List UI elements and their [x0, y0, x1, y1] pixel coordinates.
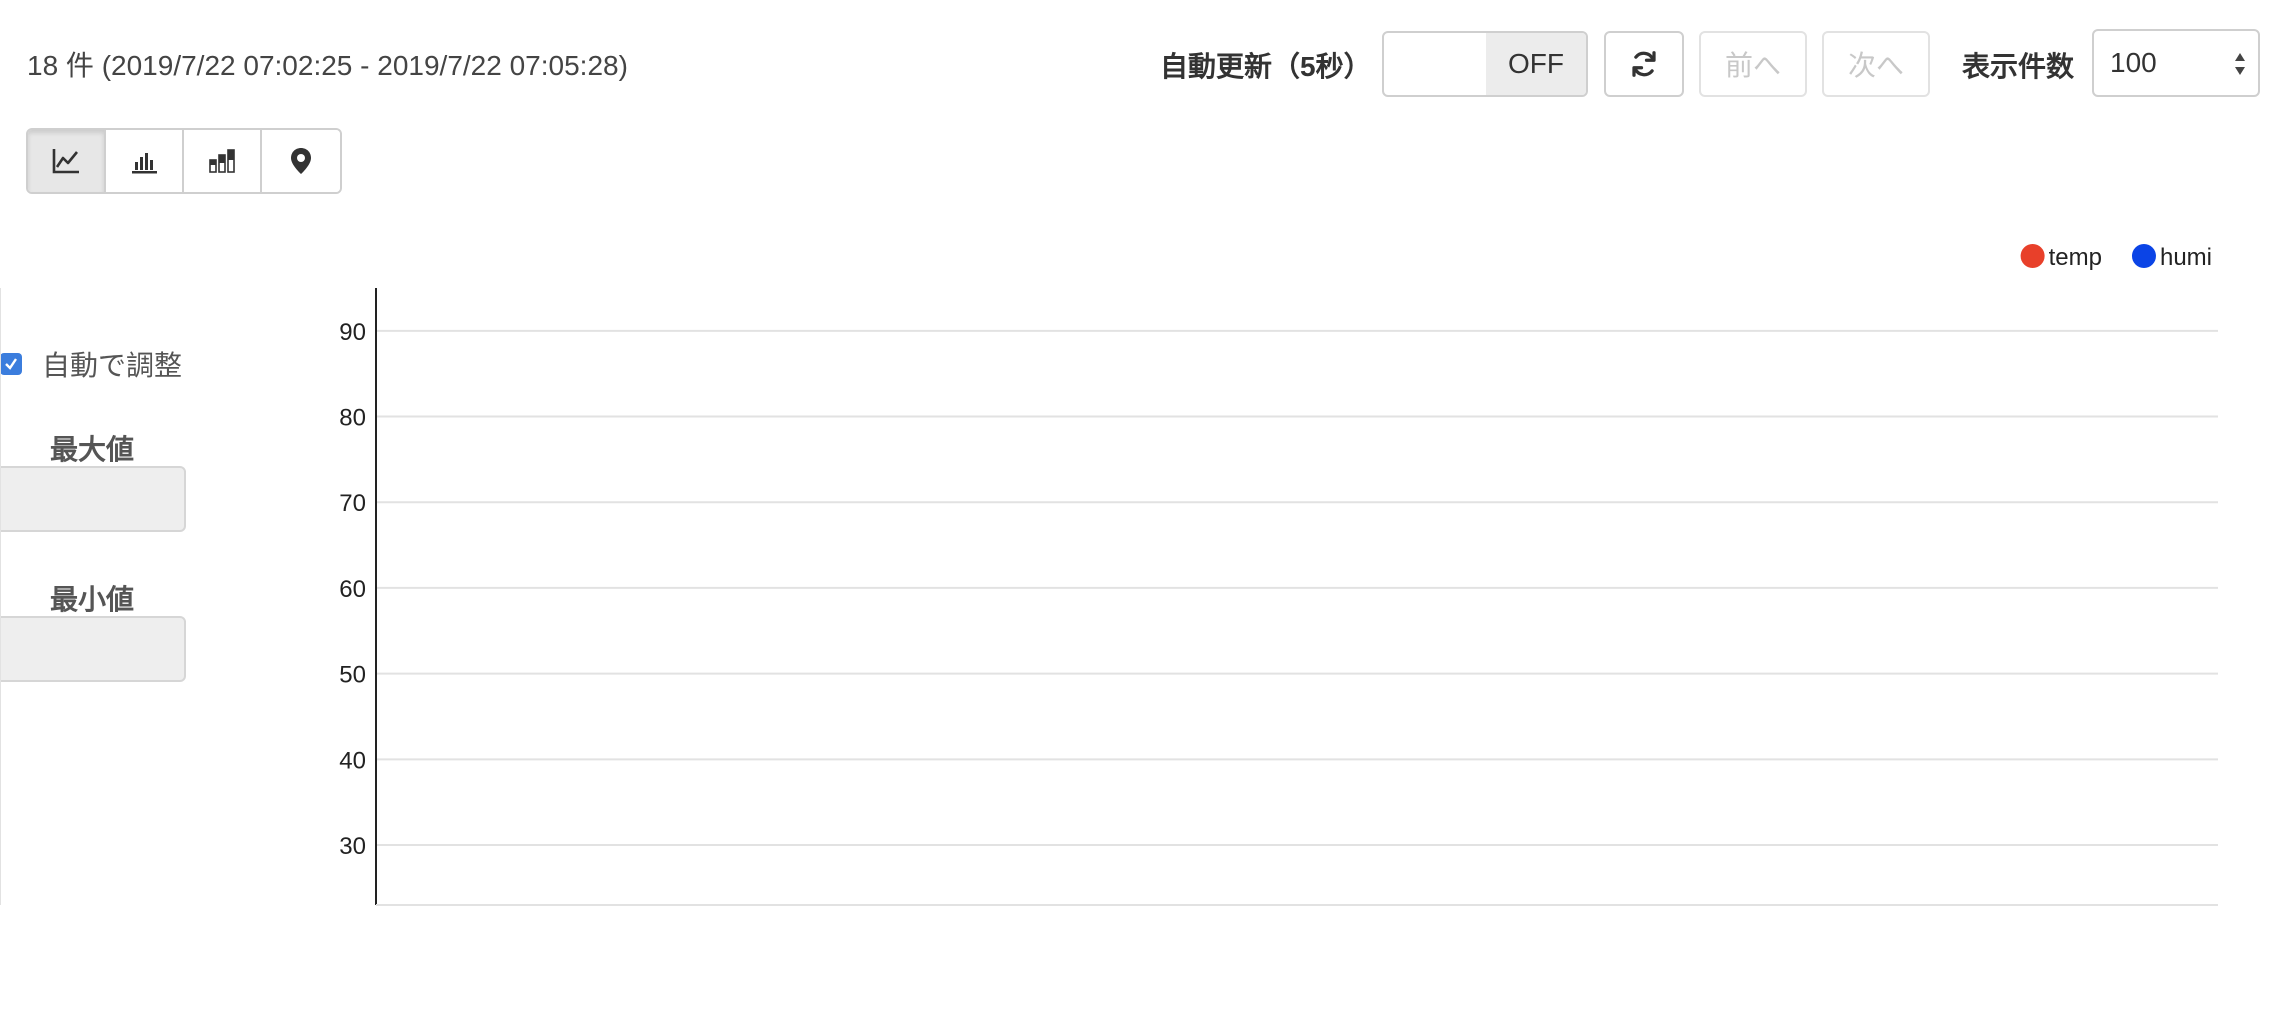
y-tick-label: 70	[339, 490, 366, 517]
map-button[interactable]	[262, 130, 340, 192]
bar-chart-button[interactable]	[106, 130, 184, 192]
autoscale-checkbox[interactable]: 自動で調整	[0, 344, 182, 384]
y-tick-label: 80	[339, 405, 366, 432]
refresh-button[interactable]	[1604, 31, 1684, 97]
y-tick-label: 60	[339, 576, 366, 603]
autoupdate-label: 自動更新（5秒）	[1160, 51, 1372, 82]
legend-label-temp: temp	[2049, 244, 2102, 271]
map-pin-icon	[291, 148, 311, 174]
max-value-label: 最大値	[50, 434, 135, 465]
autoscale-label: 自動で調整	[42, 350, 183, 381]
range-summary: 18 件 (2019/7/22 07:02:25 - 2019/7/22 07:…	[27, 50, 628, 81]
stacked-bar-chart-button[interactable]	[184, 130, 262, 192]
count-value: 100	[2110, 47, 2157, 78]
next-button[interactable]: 次へ	[1822, 31, 1930, 97]
legend-swatch-humi	[2131, 244, 2156, 268]
refresh-icon	[1632, 51, 1656, 77]
min-value-label: 最小値	[50, 584, 135, 615]
stacked-bar-chart-icon	[209, 149, 235, 173]
min-value-input[interactable]	[0, 616, 186, 682]
autoupdate-toggle[interactable]: OFF	[1382, 31, 1588, 97]
line-chart-button[interactable]	[28, 130, 106, 192]
count-label: 表示件数	[1962, 51, 2075, 82]
line-chart-icon	[52, 149, 79, 174]
legend-label-humi: humi	[2160, 244, 2212, 271]
y-tick-label: 50	[339, 662, 366, 689]
prev-button[interactable]: 前へ	[1699, 31, 1807, 97]
y-tick-label: 30	[339, 833, 366, 860]
count-select[interactable]: 100	[2092, 29, 2260, 97]
y-tick-label: 90	[339, 319, 366, 346]
select-arrows-icon	[2235, 53, 2245, 75]
checkbox-checked-icon	[0, 353, 22, 375]
max-value-input[interactable]	[0, 466, 186, 532]
view-mode-group	[26, 128, 342, 194]
legend-swatch-temp	[2020, 244, 2045, 268]
y-tick-label: 40	[339, 747, 366, 774]
bar-chart-icon	[132, 153, 157, 174]
toggle-state-label: OFF	[1486, 33, 1586, 95]
